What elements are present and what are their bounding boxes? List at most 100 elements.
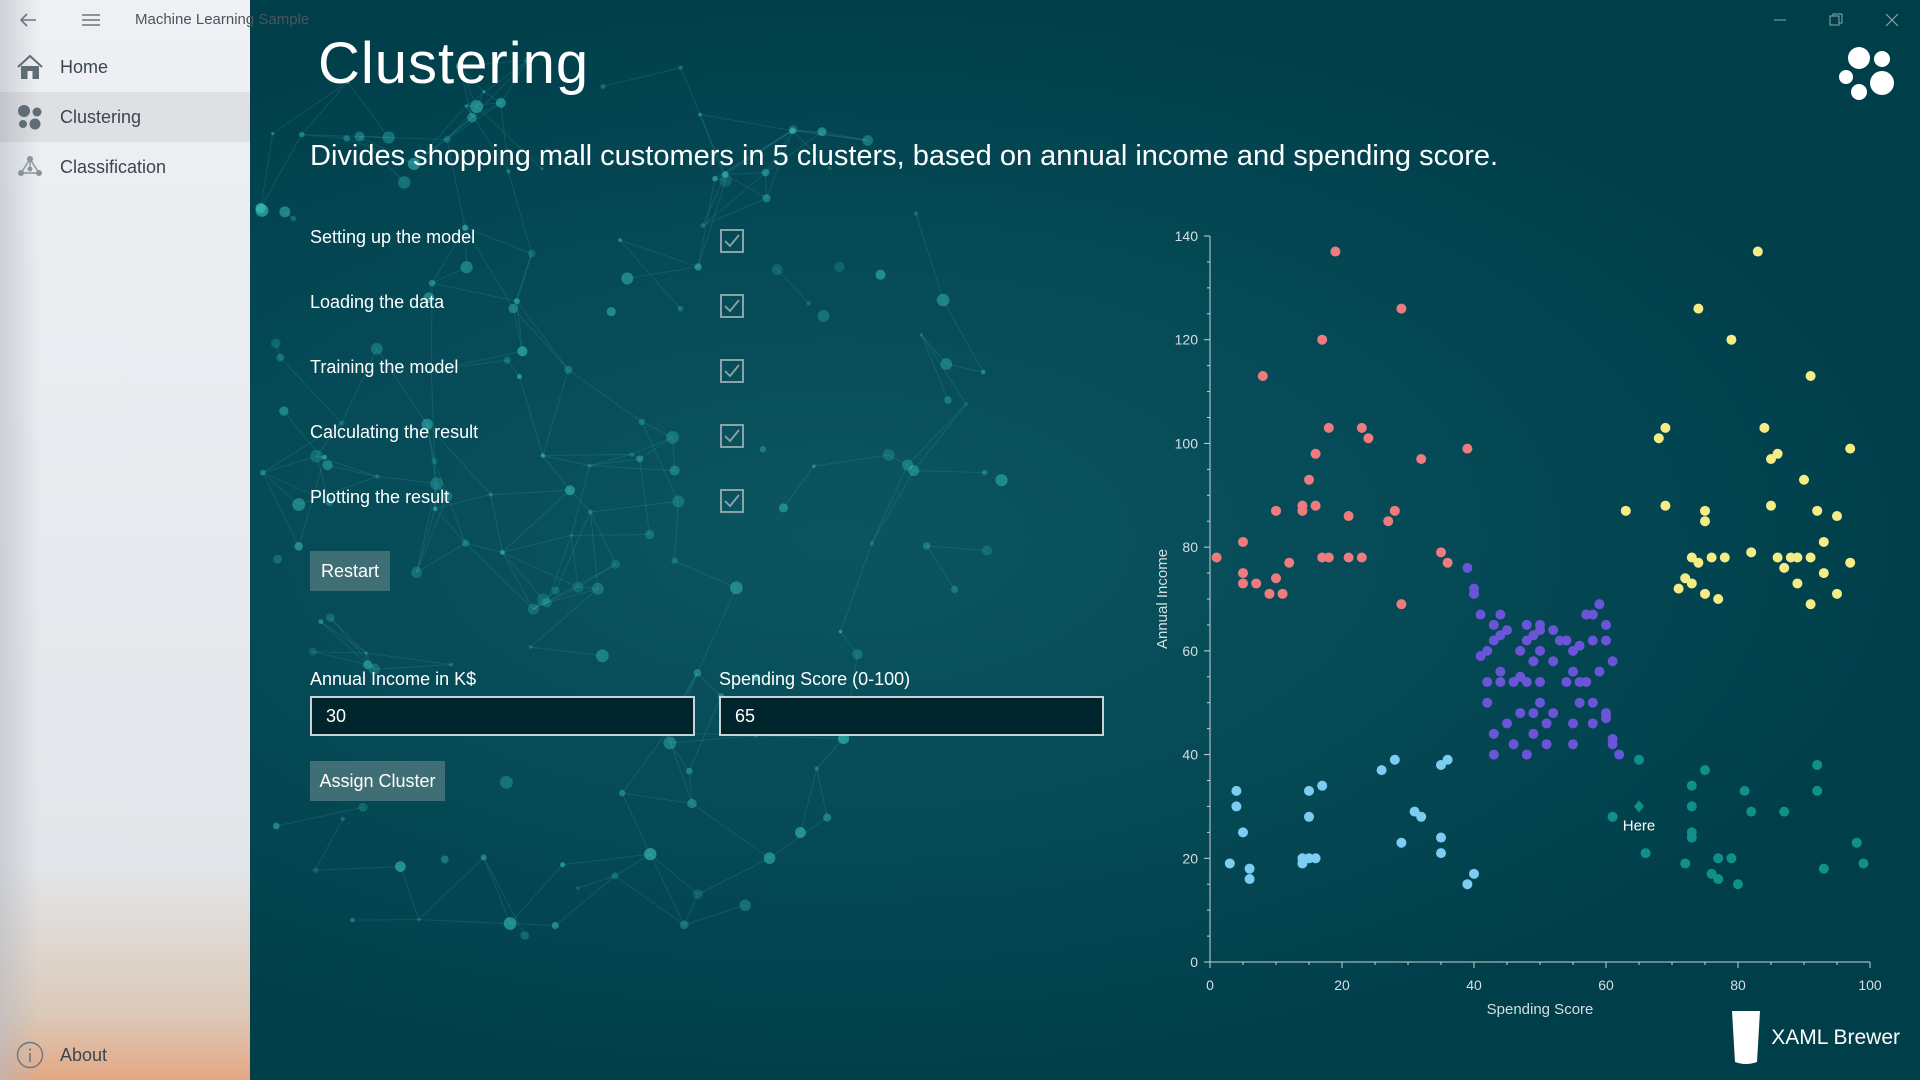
network-line	[465, 542, 534, 610]
network-line	[507, 171, 533, 254]
close-button[interactable]	[1864, 6, 1920, 34]
data-point-cluster-4	[1376, 765, 1387, 776]
network-node	[540, 453, 546, 458]
network-line	[433, 461, 436, 509]
y-tick-label: 20	[1182, 850, 1198, 866]
data-point-cluster-2	[1818, 536, 1829, 547]
network-node	[789, 127, 796, 135]
network-node	[995, 474, 1008, 487]
network-line	[840, 543, 873, 632]
data-point-cluster-5	[1818, 863, 1829, 874]
network-line	[793, 128, 868, 141]
network-line	[702, 174, 726, 226]
network-node	[354, 131, 365, 142]
income-input[interactable]: 30	[310, 696, 695, 736]
checkmark-icon	[724, 494, 740, 508]
checkmark-icon	[724, 299, 740, 313]
network-node	[944, 396, 952, 404]
sidebar-item-clustering[interactable]: Clustering	[0, 92, 250, 142]
data-point-cluster-2	[1792, 578, 1803, 589]
step-training: Training the model	[310, 357, 950, 397]
data-point-cluster-1	[1310, 500, 1321, 511]
network-node	[375, 474, 380, 479]
network-line	[465, 542, 503, 553]
network-line	[490, 489, 571, 496]
network-line	[562, 853, 651, 866]
data-point-cluster-3	[1502, 625, 1512, 636]
network-line	[590, 500, 679, 513]
network-line	[262, 472, 330, 503]
network-line	[464, 227, 514, 309]
network-node	[318, 619, 324, 625]
app-title: Machine Learning Sample	[135, 11, 310, 28]
step-plotting: Plotting the result	[310, 487, 950, 527]
data-point-cluster-3	[1469, 588, 1479, 599]
data-point-cluster-3	[1541, 718, 1552, 729]
restore-button[interactable]	[1808, 6, 1864, 34]
data-point-cluster-3	[1528, 656, 1539, 667]
network-node	[693, 889, 703, 899]
network-node	[271, 131, 275, 136]
network-node	[685, 767, 693, 775]
hamburger-menu-button[interactable]	[78, 9, 104, 31]
sidebar-item-label: Classification	[60, 156, 167, 177]
network-node	[322, 460, 333, 471]
network-node	[423, 292, 435, 303]
network-line	[298, 475, 378, 506]
network-node	[506, 169, 511, 174]
network-line	[329, 617, 375, 670]
data-point-cluster-4	[1304, 785, 1314, 796]
network-line	[416, 483, 438, 573]
network-line	[433, 460, 466, 544]
spending-input[interactable]: 65	[719, 696, 1104, 736]
restart-button[interactable]: Restart	[310, 551, 390, 591]
sidebar-item-home[interactable]: Home	[0, 42, 250, 92]
network-line	[260, 134, 303, 209]
network-line	[413, 105, 467, 165]
assign-cluster-button[interactable]: Assign Cluster	[310, 761, 445, 801]
network-line	[765, 131, 823, 173]
minimize-button[interactable]	[1752, 6, 1808, 34]
network-line	[813, 454, 889, 467]
data-point-cluster-3	[1482, 676, 1493, 687]
hamburger-icon	[82, 14, 100, 26]
network-line	[431, 266, 467, 284]
data-point-cluster-3	[1488, 749, 1499, 760]
network-line	[532, 598, 544, 610]
data-point-cluster-3	[1535, 676, 1545, 687]
network-line	[418, 919, 511, 925]
network-node	[442, 491, 453, 502]
network-line	[298, 456, 326, 547]
page-subtitle: Divides shopping mall customers in 5 clu…	[310, 140, 1499, 172]
network-node	[460, 261, 473, 274]
restore-icon	[1829, 13, 1843, 26]
data-point-cluster-5	[1686, 801, 1697, 812]
back-button[interactable]	[16, 9, 42, 31]
data-point-cluster-2	[1726, 334, 1737, 345]
sidebar-item-about[interactable]: About	[0, 1030, 250, 1080]
network-node	[964, 402, 969, 407]
network-line	[871, 470, 915, 544]
x-tick-label: 60	[1598, 977, 1614, 993]
data-point-cluster-4	[1442, 754, 1453, 765]
data-point-cluster-2	[1693, 557, 1704, 568]
network-line	[260, 133, 274, 209]
network-node	[350, 917, 355, 923]
data-point-cluster-3	[1587, 609, 1598, 620]
network-line	[871, 464, 909, 544]
data-point-cluster-1	[1284, 557, 1295, 568]
network-line	[674, 501, 679, 561]
network-line	[769, 817, 828, 859]
data-point-cluster-4	[1396, 837, 1407, 848]
network-node	[308, 647, 317, 656]
data-point-cluster-2	[1832, 588, 1842, 599]
network-node	[644, 848, 657, 861]
network-line	[697, 178, 716, 268]
data-point-cluster-2	[1805, 371, 1816, 382]
network-node	[611, 559, 621, 569]
network-node	[981, 469, 988, 476]
data-point-cluster-4	[1231, 785, 1242, 796]
data-point-cluster-3	[1488, 619, 1499, 630]
network-node	[922, 542, 931, 550]
sidebar-item-classification[interactable]: Classification	[0, 142, 250, 192]
